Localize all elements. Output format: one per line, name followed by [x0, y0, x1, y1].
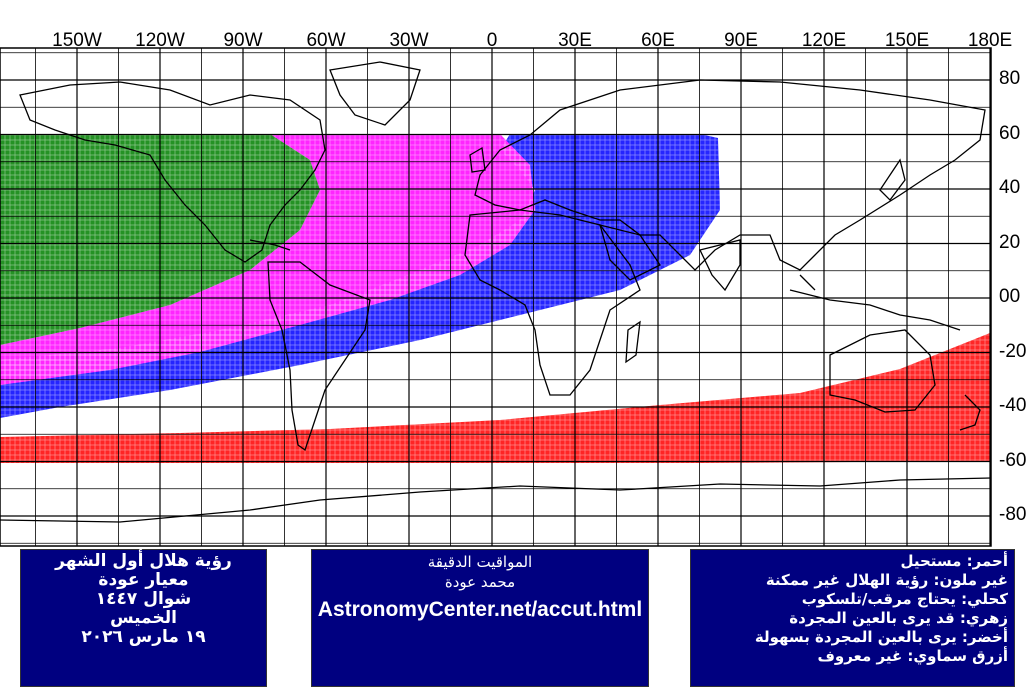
- latitude-label: -80: [999, 504, 1027, 525]
- longitude-label: 180E: [967, 30, 1013, 51]
- longitude-label: 90W: [223, 30, 263, 51]
- new-zealand-outline: [959, 394, 981, 431]
- latitude-label: 40: [999, 177, 1021, 198]
- australia-outline: [829, 329, 936, 413]
- latitude-label: -60: [999, 449, 1027, 471]
- longitude-label: 60W: [306, 30, 346, 51]
- latitude-label: 00: [999, 286, 1021, 307]
- legend-magenta: زهري: قد يرى بالعين المجردة: [789, 609, 1008, 627]
- longitude-label: 150E: [884, 30, 930, 51]
- longitude-label: 30W: [389, 30, 429, 51]
- caribbean-outline: [249, 239, 291, 251]
- month-info-box: رؤية هلال أول الشهر معيار عودة شوال ١٤٤٧…: [20, 549, 267, 687]
- info-date: ١٩ مارس ٢٠٢٦: [81, 627, 206, 647]
- zone-red-texture: [0, 333, 991, 463]
- author-name: محمد عودة: [444, 573, 516, 591]
- legend-uncolored: غير ملون: رؤية الهلال غير ممكنة: [765, 571, 1008, 589]
- info-criterion: معيار عودة: [98, 570, 189, 590]
- lat-lon-grid: [0, 48, 991, 546]
- timings-heading: المواقيت الدقيقة: [427, 553, 533, 571]
- japan-outline: [879, 158, 906, 201]
- arabia-outline: [599, 224, 661, 281]
- timings-info-box: المواقيت الدقيقة محمد عودة AstronomyCent…: [311, 549, 649, 687]
- longitude-label: 90E: [724, 30, 758, 51]
- longitude-label: 120W: [135, 30, 185, 51]
- latitude-label: 20: [999, 231, 1021, 253]
- info-weekday: الخميس: [110, 608, 177, 628]
- europe-asia-outline: [474, 79, 986, 271]
- uk-outline: [469, 146, 486, 173]
- info-title: رؤية هلال أول الشهر: [55, 551, 232, 571]
- legend-cyan: أزرق سماوي: غير معروف: [817, 647, 1008, 665]
- latitude-label: -40: [999, 395, 1027, 416]
- zone-magenta-texture: [0, 134, 535, 385]
- africa-outline: [464, 209, 641, 396]
- madagascar-outline: [625, 320, 641, 364]
- longitude-label: 0: [486, 30, 498, 51]
- antarctica-outline: [0, 477, 991, 523]
- legend-red: أحمر: مستحيل: [900, 552, 1008, 570]
- latitude-label: -20: [999, 340, 1027, 362]
- legend-green: أخضر: يرى بالعين المجردة بسهولة: [754, 628, 1008, 646]
- longitude-label: 120E: [801, 30, 847, 51]
- longitude-label: 30E: [558, 30, 592, 51]
- info-month: شوال ١٤٤٧: [95, 589, 192, 609]
- legend-box: أحمر: مستحيل غير ملون: رؤية الهلال غير م…: [690, 549, 1015, 687]
- longitude-label: 60E: [641, 30, 675, 51]
- north-america-outline: [19, 81, 326, 263]
- website-url[interactable]: AstronomyCenter.net/accut.html: [317, 598, 643, 621]
- latitude-label: 60: [999, 122, 1021, 144]
- longitude-label: 150W: [52, 30, 102, 51]
- greenland-outline: [329, 61, 421, 126]
- latitude-label: 80: [999, 68, 1021, 89]
- legend-blue: كحلي: يحتاج مرقب/تلسكوب: [801, 590, 1008, 608]
